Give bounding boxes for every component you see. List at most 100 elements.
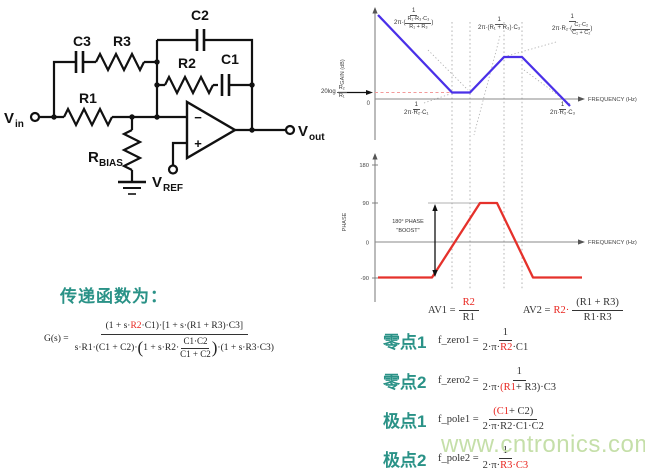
av2-red: R2·	[553, 305, 570, 317]
vin-label: V	[4, 110, 14, 127]
resistor-rbias	[121, 129, 143, 171]
formula-numerator: 1	[568, 14, 576, 23]
inner-num: R₁·R₃·C₃	[405, 16, 432, 24]
vout-label: V	[298, 123, 308, 140]
pole2-lhs: f_pole2 =	[438, 453, 479, 465]
r3-label: R3	[113, 33, 131, 49]
formula-leader-lines	[423, 35, 571, 136]
gain-formula-zero1: 1 2π·R₂·C₁	[404, 102, 429, 117]
rbias-label-sub: BIAS	[99, 158, 123, 169]
formula-numerator: 1	[558, 102, 567, 111]
zero1-row: 零点1 f_zero1 = 1 2·π· R2 ·C1	[383, 326, 556, 355]
gain-plot: FREQUENCY (Hz) GAIN (dB) 0	[338, 7, 637, 140]
tf-paren-open: (	[137, 338, 144, 358]
phase-tick-180: 180	[359, 163, 369, 169]
tf-den-b: 1 + s·R2·	[143, 342, 180, 353]
c3-label: C3	[73, 33, 91, 49]
circuit-schematic: V in R1 C3 R3 C2 R2 C1 R BIAS V REF V ou…	[4, 7, 325, 195]
num-b: + C2)	[509, 405, 534, 417]
num-a: 1	[516, 366, 522, 378]
gain-curve	[377, 14, 571, 107]
formula-numerator: 1	[412, 102, 420, 111]
wire-c3-r3-branch	[52, 40, 159, 117]
resistor-r2	[164, 74, 214, 96]
breakpoint-dashed-lines	[451, 22, 523, 290]
inner-den: R₁ + R₃	[409, 23, 428, 30]
gain-x-axis-label: FREQUENCY (Hz)	[588, 97, 637, 103]
den-red: R3·C3	[500, 460, 529, 472]
formula-numerator: 1	[410, 8, 418, 17]
resistor-r3	[95, 51, 145, 73]
tf-den-frac-num: C1·C2	[181, 336, 210, 349]
vin-terminal	[29, 111, 41, 123]
pole1-label: 极点1	[383, 411, 427, 431]
num-a: 1	[502, 327, 509, 338]
formula-denominator: 2π·(R₁ + R₃)·C₃	[478, 25, 521, 32]
num-red: (C1	[493, 405, 509, 417]
circuit-labels: V in R1 C3 R3 C2 R2 C1 R BIAS V REF V ou…	[4, 7, 325, 194]
capacitor-c3-plates	[74, 51, 85, 73]
av2-label: AV2 = R2· (R1 + R3) R1·R3	[523, 296, 623, 325]
gain-formula-pole-r1r3c3: 1 2π·(R₁·R₃·C₃ R₁ + R₃)	[394, 8, 433, 30]
formula-den-suffix: )	[590, 25, 593, 32]
phase-boost-label-1: 180° PHASE	[392, 219, 424, 225]
tf-paren-close: )	[211, 338, 218, 358]
phase-plot: FREQUENCY (Hz) PHASE 180 90 0 -90 180° P…	[342, 153, 637, 302]
r2-label: R2	[178, 55, 196, 71]
transfer-function-section: 传递函数为： G(s) = (1 + s· R2 ·C1)·[1 + s·(R1 +…	[38, 282, 378, 360]
formula-denominator: 2π·R₃·C₃	[550, 110, 576, 117]
wire-vref	[171, 141, 187, 165]
junction-dots	[51, 59, 255, 133]
phase-y-axis-arrow	[372, 153, 378, 160]
pole2-label: 极点2	[383, 451, 427, 471]
opamp-plus-sign: +	[194, 136, 202, 151]
capacitor-c1-plates	[220, 74, 231, 96]
inner-den: C₁ + C₂	[572, 29, 591, 36]
vref-label: V	[152, 174, 162, 191]
tf-num-red: R2	[130, 321, 142, 331]
formula-numerator: 1	[495, 17, 503, 26]
den-b: + R3)·C3	[515, 381, 556, 393]
phase-y-axis-label: PHASE	[342, 212, 348, 231]
formula-denominator: 2π·R₂·C₁	[404, 110, 429, 117]
rbias-label: R	[88, 149, 99, 166]
circuit-wires	[29, 29, 296, 195]
tf-num-a: (1 + s·	[105, 321, 131, 331]
zero1-lhs: f_zero1 =	[438, 335, 479, 347]
formula-den-prefix: 2π·R₂·(	[552, 25, 573, 32]
zero1-label: 零点1	[383, 333, 427, 353]
den-a: 2·π·	[482, 342, 501, 354]
av2-num: (R1 + R3)	[572, 296, 623, 312]
den-b: ·C1	[512, 342, 529, 354]
den-a: 2·π·	[482, 460, 501, 472]
c2-label: C2	[191, 7, 209, 23]
num-a: 1	[502, 445, 509, 457]
inner-num: C₁·C₂	[572, 22, 591, 30]
vref-label-sub: REF	[163, 183, 183, 194]
formula-den-prefix: 2π·(	[394, 19, 406, 26]
phase-boost-arrow-top	[432, 204, 438, 211]
tf-denominator: s·R1·(C1 + C2)·(1 + s·R2· C1·C2 C1 + C2) ·(…	[75, 335, 274, 360]
tf-lhs: G(s) =	[44, 334, 69, 345]
opamp-minus-sign: −	[194, 110, 202, 125]
av1-den: R1	[462, 312, 475, 324]
phase-tick-90: 90	[363, 201, 369, 207]
zero2-lhs: f_zero2 =	[438, 374, 479, 386]
gain-level-prefix: 20log	[321, 89, 336, 96]
transfer-function-equation: G(s) = (1 + s· R2 ·C1)·[1 + s·(R1 + R3)·C3…	[38, 319, 378, 360]
pole1-row: 极点1 f_pole1 = (C1 + C2) 2·π·R2·C1·C2	[383, 405, 556, 434]
gain-level-num: R₂	[336, 85, 347, 93]
gain-formula-pole2: 1 2π·R₃·C₃	[550, 102, 575, 117]
den-a: 2·π·R2·C1·C2	[482, 420, 544, 432]
den-red: R2	[500, 342, 513, 354]
vref-terminal	[167, 164, 179, 175]
av2-den: R1·R3	[583, 312, 612, 324]
gain-level-den: R₁	[338, 92, 345, 99]
watermark: www.cntronics.com	[441, 431, 645, 458]
zero2-label: 零点2	[383, 372, 427, 392]
av1-lhs: AV1 =	[428, 305, 456, 317]
av1-label: AV1 = R2 R1	[428, 296, 479, 325]
phase-ticks	[372, 164, 378, 279]
resistor-r1	[63, 106, 113, 128]
